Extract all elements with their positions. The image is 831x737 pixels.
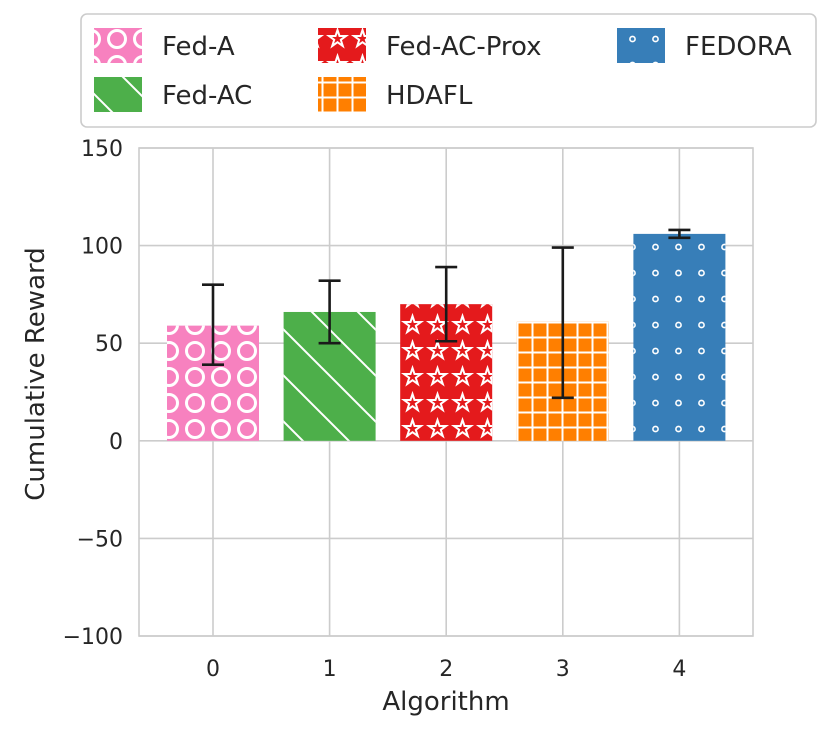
legend-label: Fed-AC — [162, 81, 252, 111]
legend-label: Fed-AC-Prox — [386, 32, 542, 62]
legend-entry-fed-ac: Fed-AC — [94, 77, 252, 112]
y-tick-label: 0 — [109, 430, 123, 455]
legend-entry-hdafl: HDAFL — [318, 77, 473, 112]
legend-swatch-hatch — [94, 28, 142, 63]
x-tick-label: 2 — [439, 657, 453, 682]
error-bar-fed-a — [202, 283, 224, 366]
legend-swatch-hatch — [318, 77, 366, 112]
y-tick-label: 100 — [81, 235, 123, 260]
legend-label: Fed-A — [162, 32, 235, 62]
y-tick-label: 50 — [95, 332, 123, 357]
x-tick-label: 4 — [672, 657, 686, 682]
legend-entry-fedora: FEDORA — [617, 28, 792, 63]
y-tick-label: −100 — [63, 625, 123, 650]
legend-label: FEDORA — [685, 32, 792, 62]
bar-hatch — [633, 233, 726, 441]
bar-fed-a — [167, 325, 259, 441]
x-tick-label: 0 — [206, 657, 220, 682]
error-bar-fed-ac-prox — [435, 265, 458, 343]
bar-fedora — [633, 233, 726, 441]
x-tick-label: 3 — [556, 657, 570, 682]
y-axis-label: Cumulative Reward — [21, 247, 51, 501]
legend-swatch-hatch — [318, 28, 366, 63]
legend-entry-fed-a: Fed-A — [94, 28, 235, 63]
legend-label: HDAFL — [386, 81, 473, 111]
x-axis-label: Algorithm — [382, 687, 509, 717]
legend-swatch-hatch — [94, 77, 142, 112]
y-tick-label: 150 — [81, 137, 123, 162]
legend-swatch-hatch — [617, 28, 665, 63]
error-bar-fedora — [668, 228, 691, 240]
plot-frame — [138, 147, 754, 637]
error-bar-fed-ac — [318, 279, 341, 345]
legend-entry-fed-ac-prox: Fed-AC-Prox — [318, 28, 542, 63]
error-bar-hdafl — [551, 246, 574, 400]
y-tick-label: −50 — [77, 527, 123, 552]
x-tick-label: 1 — [323, 657, 337, 682]
